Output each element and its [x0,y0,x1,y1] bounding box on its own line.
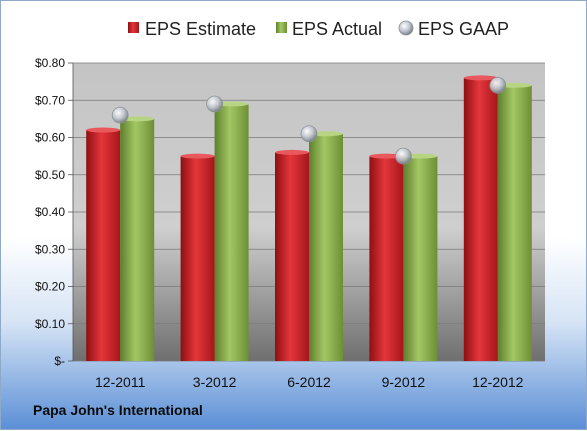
x-axis-labels: 12-2011 3-2012 6-2012 9-2012 12-2012 [95,374,524,390]
y-tick-label: $0.70 [35,93,65,107]
legend-label-estimate: EPS Estimate [145,19,256,39]
y-tick-label: $0.80 [35,56,65,70]
bar-top-actual [309,131,343,137]
bar-top-actual [120,116,155,122]
marker-eps-gaap [206,95,224,113]
bar-eps-actual [120,118,155,361]
bar-eps-actual [309,133,343,361]
legend-label-actual: EPS Actual [292,19,382,39]
x-tick-label: 12-2011 [95,374,146,390]
bar-top-actual [403,153,438,159]
x-tick-label: 3-2012 [193,374,237,390]
bar-eps-actual [214,103,249,361]
bar-eps-estimate [275,152,309,361]
company-name: Papa John's International [33,402,203,418]
marker-eps-gaap [394,147,412,165]
bar-eps-actual [497,85,532,361]
y-tick-label: $0.60 [35,131,65,145]
legend-swatch-estimate [128,22,139,33]
x-tick-label: 9-2012 [382,374,426,390]
y-axis-ticks: $- $0.10 $0.20 $0.30 $0.40 $0.50 $0.60 $0.70 $0.… [35,56,65,368]
bar-eps-estimate [463,77,498,362]
legend-marker-gaap [398,20,414,36]
legend: EPS Estimate EPS Actual EPS GAAP [128,19,509,39]
bar-top-actual [214,101,249,107]
y-tick-label: $0.40 [35,205,65,219]
y-tick-label: $- [54,354,65,368]
marker-eps-gaap [489,76,507,94]
marker-eps-gaap [111,106,129,124]
bars [86,75,532,362]
bar-top-estimate [369,153,404,159]
bar-top-estimate [463,75,498,81]
legend-swatch-actual [276,22,287,33]
bar-eps-estimate [86,130,121,361]
y-tick-label: $0.50 [35,168,65,182]
bar-eps-estimate [180,156,215,361]
bar-eps-estimate [369,156,404,361]
bar-top-estimate [275,149,309,155]
y-tick-label: $0.20 [35,280,65,294]
gaap-markers [111,76,507,165]
marker-eps-gaap [300,125,318,143]
y-tick-label: $0.10 [35,317,65,331]
bar-top-actual [497,82,532,88]
bar-top-estimate [180,153,215,159]
bar-eps-actual [403,156,438,361]
legend-label-gaap: EPS GAAP [418,19,509,39]
x-tick-label: 12-2012 [472,374,524,390]
x-tick-label: 6-2012 [287,374,331,390]
bar-top-estimate [86,127,121,133]
y-tick-label: $0.30 [35,242,65,256]
